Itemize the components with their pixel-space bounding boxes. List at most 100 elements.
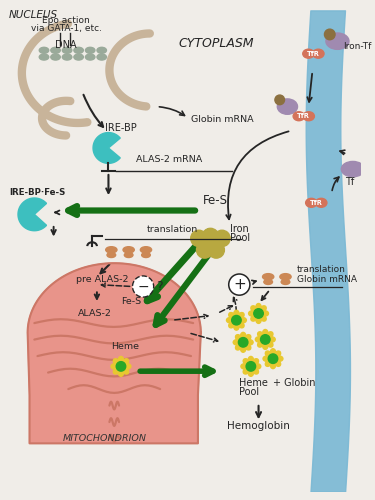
Circle shape <box>202 228 219 244</box>
Ellipse shape <box>266 351 272 357</box>
Circle shape <box>116 362 126 371</box>
Ellipse shape <box>86 48 95 54</box>
Ellipse shape <box>263 356 270 362</box>
Text: CYTOPLASM: CYTOPLASM <box>179 37 254 50</box>
Ellipse shape <box>106 246 117 253</box>
Text: Iron: Iron <box>230 224 248 234</box>
Ellipse shape <box>118 370 124 376</box>
Ellipse shape <box>256 316 261 324</box>
Text: IRE-BP·Fe-S: IRE-BP·Fe-S <box>9 188 66 197</box>
Ellipse shape <box>255 337 262 342</box>
Circle shape <box>132 276 154 297</box>
Ellipse shape <box>256 304 261 310</box>
Circle shape <box>214 230 230 246</box>
Ellipse shape <box>267 332 273 338</box>
Circle shape <box>196 242 213 258</box>
Ellipse shape <box>229 322 235 328</box>
Text: TfR: TfR <box>307 50 320 56</box>
Circle shape <box>254 308 263 318</box>
Ellipse shape <box>341 162 364 177</box>
Ellipse shape <box>241 364 248 369</box>
Ellipse shape <box>62 48 72 54</box>
Text: Globin mRNA: Globin mRNA <box>297 274 357 283</box>
Ellipse shape <box>246 340 253 345</box>
Ellipse shape <box>86 54 95 60</box>
Ellipse shape <box>97 54 106 60</box>
Ellipse shape <box>277 99 297 114</box>
Ellipse shape <box>274 351 280 357</box>
Ellipse shape <box>249 311 255 316</box>
Ellipse shape <box>74 54 83 60</box>
Text: translation: translation <box>297 265 346 274</box>
Ellipse shape <box>251 306 257 312</box>
Ellipse shape <box>240 332 246 340</box>
Ellipse shape <box>313 49 324 58</box>
Ellipse shape <box>293 112 304 120</box>
Ellipse shape <box>248 356 254 364</box>
Ellipse shape <box>107 252 116 258</box>
Circle shape <box>324 29 335 40</box>
Ellipse shape <box>226 318 233 323</box>
Text: NUCLEUS: NUCLEUS <box>8 10 57 20</box>
Ellipse shape <box>262 274 274 280</box>
Ellipse shape <box>113 368 119 374</box>
Ellipse shape <box>240 346 246 352</box>
Ellipse shape <box>123 368 129 374</box>
Text: Fe-S: Fe-S <box>121 297 141 306</box>
Ellipse shape <box>262 311 268 316</box>
Text: +: + <box>233 277 246 292</box>
Ellipse shape <box>236 344 242 350</box>
Text: Iron-Tf: Iron-Tf <box>343 42 372 51</box>
Circle shape <box>268 354 278 364</box>
Circle shape <box>238 338 248 347</box>
Text: pre ALAS-2: pre ALAS-2 <box>76 274 128 283</box>
Ellipse shape <box>274 360 280 366</box>
Circle shape <box>232 316 241 325</box>
Ellipse shape <box>254 364 261 369</box>
Text: Pool: Pool <box>230 234 250 243</box>
Ellipse shape <box>51 54 60 60</box>
Ellipse shape <box>260 315 266 321</box>
Ellipse shape <box>233 340 240 345</box>
Ellipse shape <box>264 280 273 284</box>
Circle shape <box>275 95 285 104</box>
Ellipse shape <box>252 368 258 374</box>
Ellipse shape <box>326 33 349 50</box>
Ellipse shape <box>270 348 276 356</box>
Polygon shape <box>28 263 201 444</box>
Ellipse shape <box>236 334 242 341</box>
Text: ?: ? <box>156 280 163 293</box>
Text: TfR: TfR <box>297 113 310 119</box>
Text: ALAS-2 mRNA: ALAS-2 mRNA <box>136 156 202 164</box>
Ellipse shape <box>303 49 314 58</box>
Ellipse shape <box>234 324 239 330</box>
Ellipse shape <box>303 112 314 120</box>
Ellipse shape <box>118 356 124 364</box>
Text: DNA: DNA <box>55 40 77 50</box>
Circle shape <box>261 334 270 344</box>
Ellipse shape <box>267 341 273 347</box>
Ellipse shape <box>238 322 244 328</box>
Polygon shape <box>93 132 120 164</box>
Text: Globin mRNA: Globin mRNA <box>191 114 254 124</box>
Ellipse shape <box>124 364 131 369</box>
Polygon shape <box>18 198 46 230</box>
Ellipse shape <box>51 48 60 54</box>
Ellipse shape <box>113 358 119 365</box>
Ellipse shape <box>111 364 118 369</box>
Ellipse shape <box>124 252 133 258</box>
Ellipse shape <box>262 330 268 336</box>
Text: IRE-BP: IRE-BP <box>105 122 137 132</box>
Ellipse shape <box>245 334 251 341</box>
Ellipse shape <box>62 54 72 60</box>
Text: TfR: TfR <box>310 200 323 206</box>
Ellipse shape <box>268 337 275 342</box>
Text: −: − <box>137 280 149 293</box>
Text: ALAS-2: ALAS-2 <box>78 310 111 318</box>
Ellipse shape <box>258 341 264 347</box>
Ellipse shape <box>39 54 49 60</box>
Text: MITOCHONDRION: MITOCHONDRION <box>63 434 147 444</box>
Text: + Globin: + Globin <box>273 378 315 388</box>
Text: Epo action: Epo action <box>42 16 90 25</box>
Ellipse shape <box>243 358 249 365</box>
